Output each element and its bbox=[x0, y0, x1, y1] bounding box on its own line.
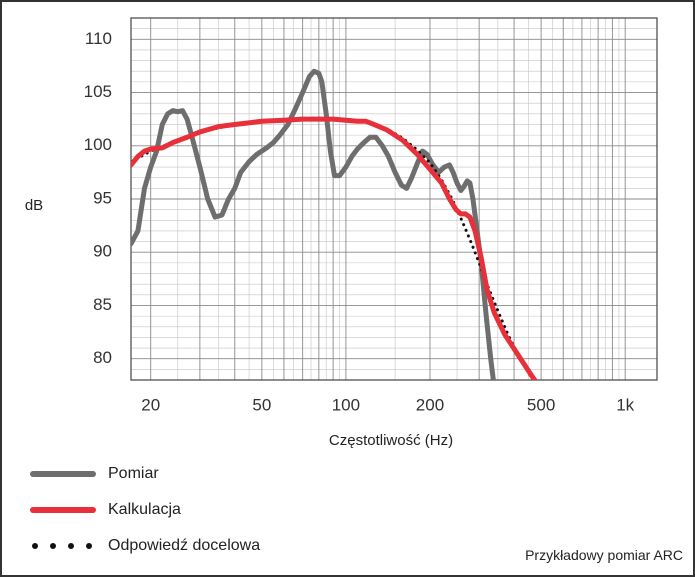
y-tick-label: 110 bbox=[85, 29, 112, 48]
x-tick-label: 100 bbox=[332, 395, 360, 414]
x-tick-label: 1k bbox=[616, 395, 634, 414]
y-tick-label: 100 bbox=[84, 135, 112, 154]
legend-item-kalkulacja: Kalkulacja bbox=[30, 492, 260, 528]
caption-note: Przykładowy pomiar ARC bbox=[525, 547, 683, 563]
series-line-pomiar bbox=[131, 68, 496, 380]
x-tick-label: 500 bbox=[527, 395, 555, 414]
plot-area-border bbox=[130, 17, 658, 381]
plot-border bbox=[130, 17, 658, 381]
series-layer bbox=[131, 68, 538, 380]
legend-label-kalkulacja: Kalkulacja bbox=[108, 501, 181, 518]
grid-major bbox=[131, 18, 657, 380]
legend-item-odpowiedz-docelowa: Odpowiedź docelowa bbox=[30, 528, 260, 564]
x-axis-label: Częstotliwość (Hz) bbox=[329, 432, 453, 449]
y-tick-label: 95 bbox=[93, 188, 112, 207]
y-tick-label: 80 bbox=[93, 348, 112, 367]
legend-swatch-kalkulacja bbox=[30, 504, 96, 516]
y-tick-label: 85 bbox=[93, 295, 112, 314]
legend: Pomiar Kalkulacja Odpowiedź docelowa bbox=[30, 456, 260, 564]
y-tick-label: 90 bbox=[93, 242, 112, 261]
x-tick-label: 20 bbox=[141, 395, 160, 414]
x-tick-label: 200 bbox=[416, 395, 444, 414]
legend-item-pomiar: Pomiar bbox=[30, 456, 260, 492]
tick-layer: 80 85 90 95 100 105 110 20 50 100 200 500 1k bbox=[84, 29, 635, 415]
y-tick-label: 105 bbox=[84, 82, 112, 101]
series-line-kalkulacja bbox=[131, 116, 538, 380]
legend-label-odpowiedz-docelowa: Odpowiedź docelowa bbox=[108, 537, 261, 554]
legend-label-pomiar: Pomiar bbox=[108, 465, 159, 482]
y-axis-label: dB bbox=[25, 197, 43, 214]
legend-swatch-pomiar bbox=[30, 468, 96, 480]
x-tick-label: 50 bbox=[252, 395, 271, 414]
legend-swatch-odpowiedz-docelowa bbox=[30, 540, 96, 552]
